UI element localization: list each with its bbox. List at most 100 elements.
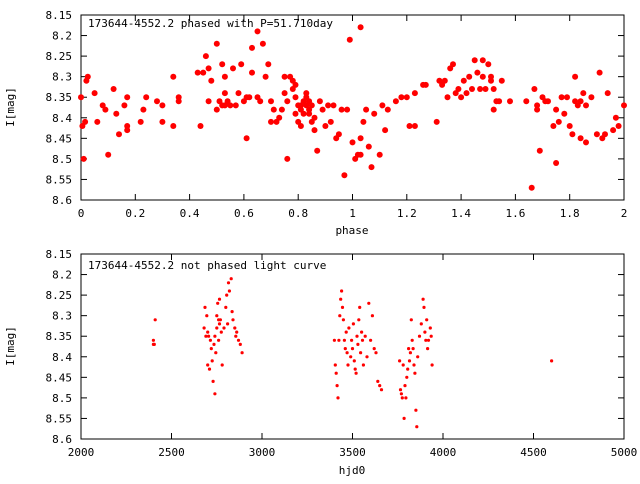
data-point — [202, 326, 206, 330]
data-point — [217, 297, 222, 301]
data-point — [415, 425, 419, 429]
data-point — [367, 301, 371, 305]
data-point — [262, 73, 269, 80]
data-point — [300, 110, 307, 117]
data-point — [477, 86, 484, 92]
data-point — [496, 98, 503, 105]
x-tick-label: 1.4 — [451, 207, 471, 220]
data-point — [137, 118, 144, 125]
data-point — [350, 347, 355, 351]
data-point — [220, 363, 224, 367]
data-point — [235, 90, 242, 97]
data-point — [306, 110, 313, 117]
data-point — [421, 297, 425, 301]
data-point — [423, 330, 427, 334]
data-point — [170, 123, 177, 129]
data-point — [82, 118, 89, 125]
data-point — [588, 94, 595, 101]
data-point — [207, 334, 211, 338]
x-tick-label: 4000 — [430, 446, 457, 459]
data-point — [333, 363, 337, 367]
x-tick-label: 0 — [78, 207, 85, 220]
data-point — [354, 371, 358, 375]
x-tick-label: 3500 — [339, 446, 366, 459]
data-point — [91, 90, 98, 97]
data-point — [604, 90, 611, 97]
data-point — [555, 118, 562, 125]
data-point — [316, 98, 323, 105]
data-point — [583, 102, 589, 109]
data-point — [350, 338, 354, 342]
data-point — [379, 102, 386, 109]
data-point — [346, 363, 350, 367]
data-point — [227, 102, 234, 109]
data-point — [204, 334, 208, 338]
data-point — [205, 98, 212, 105]
data-point — [341, 318, 345, 322]
data-point — [221, 90, 228, 97]
data-point — [102, 106, 109, 113]
data-point — [219, 330, 223, 334]
y-tick-label: 8.4 — [52, 351, 72, 364]
data-point — [217, 322, 222, 326]
data-point — [336, 396, 340, 400]
data-point — [205, 65, 212, 72]
data-point — [577, 98, 584, 105]
data-point — [208, 77, 215, 84]
data-point — [80, 155, 87, 162]
data-point — [498, 77, 505, 84]
data-point — [270, 106, 277, 113]
data-point — [110, 86, 117, 92]
data-point — [550, 123, 557, 129]
data-point — [545, 98, 551, 105]
data-point — [419, 322, 423, 326]
data-point — [292, 81, 299, 88]
data-point — [94, 118, 101, 125]
data-point — [602, 131, 608, 138]
data-point — [528, 184, 535, 191]
y-tick-label: 8.3 — [52, 71, 72, 84]
data-point — [211, 379, 215, 383]
data-point — [215, 326, 219, 330]
data-point — [411, 347, 415, 351]
data-point — [341, 172, 348, 179]
x-tick-label: 1.8 — [560, 207, 580, 220]
data-point — [621, 102, 627, 109]
y-axis-label: I[mag] — [4, 87, 17, 127]
data-point — [343, 347, 347, 351]
data-point — [406, 367, 410, 371]
data-point — [284, 98, 291, 105]
data-point — [227, 289, 231, 293]
x-tick-label: 1.6 — [505, 207, 525, 220]
data-point — [268, 118, 274, 125]
data-point — [550, 359, 554, 363]
data-point — [422, 81, 429, 88]
data-point — [194, 69, 201, 76]
x-tick-label: 0.6 — [234, 207, 254, 220]
data-point — [405, 375, 409, 379]
data-point — [403, 94, 410, 101]
data-point — [217, 338, 221, 342]
data-point — [572, 73, 579, 80]
x-tick-label: 2000 — [68, 446, 95, 459]
data-point — [121, 102, 128, 109]
data-point — [376, 379, 380, 383]
data-point — [212, 342, 216, 346]
data-point — [404, 396, 408, 400]
data-point — [257, 98, 264, 105]
data-point — [363, 106, 370, 113]
data-point — [124, 94, 131, 101]
data-point — [347, 326, 351, 330]
x-tick-label: 0.8 — [288, 207, 308, 220]
data-point — [357, 151, 364, 158]
y-tick-label: 8.35 — [46, 330, 73, 343]
data-point — [523, 98, 530, 105]
data-point — [474, 69, 481, 76]
data-point — [230, 65, 236, 72]
data-point — [208, 338, 212, 342]
data-point — [342, 338, 346, 342]
y-tick-label: 8.55 — [46, 173, 73, 186]
data-point — [479, 73, 486, 80]
data-point — [105, 151, 112, 158]
